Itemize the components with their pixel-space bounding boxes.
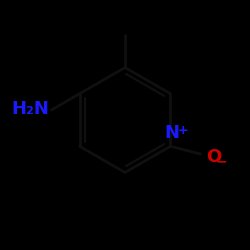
Text: +: +: [177, 124, 188, 137]
Text: N: N: [164, 124, 179, 142]
Text: O: O: [206, 148, 221, 166]
Text: −: −: [216, 154, 227, 168]
Text: H₂N: H₂N: [11, 100, 49, 118]
